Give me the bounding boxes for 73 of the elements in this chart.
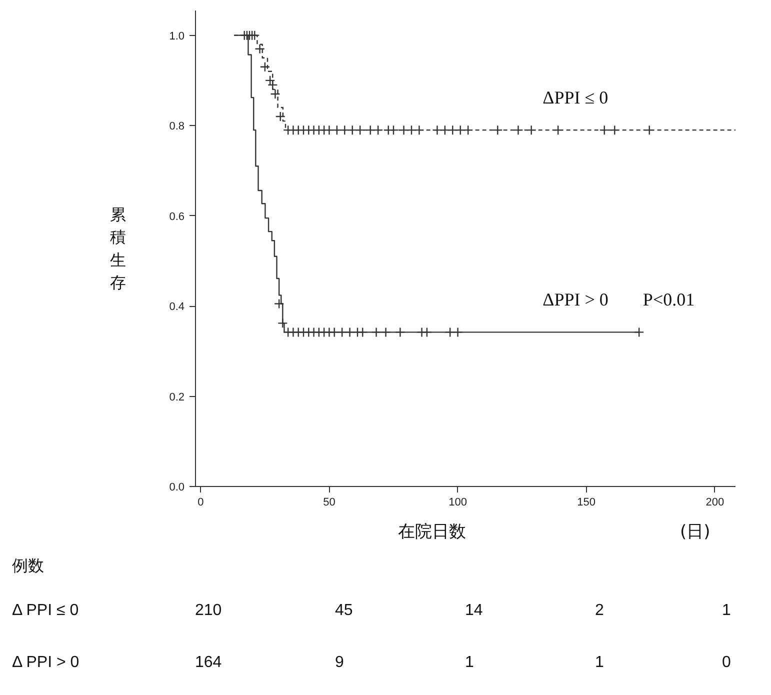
point: [599, 124, 610, 136]
y-tick-label: 0.4: [169, 301, 185, 314]
point: [274, 298, 284, 309]
point: [336, 327, 348, 338]
text: Δ PPI ≤ 0: [12, 601, 79, 621]
text: 210: [195, 601, 222, 621]
point: [264, 75, 276, 86]
x-tick-label: 50: [323, 496, 336, 508]
series-label: ΔPPI ≤ 0: [542, 88, 608, 108]
point: [388, 124, 399, 136]
text: 164: [195, 653, 222, 673]
x-tick-label: 200: [706, 496, 724, 508]
point: [644, 124, 654, 136]
point: [398, 124, 409, 136]
point: [462, 124, 474, 136]
point: [250, 30, 260, 40]
point: [414, 124, 424, 136]
point: [406, 124, 417, 136]
point: [552, 124, 564, 136]
point: [344, 327, 355, 338]
point: [452, 327, 463, 338]
point: [492, 124, 503, 136]
point: [371, 327, 382, 338]
point: [526, 124, 536, 136]
annotation: P<0.01: [642, 290, 695, 310]
point: [260, 62, 270, 72]
text: Δ PPI > 0: [12, 653, 80, 673]
point: [332, 124, 342, 136]
x-tick-label: 100: [448, 496, 467, 508]
point: [455, 124, 466, 136]
text: 14: [465, 601, 483, 621]
point: [340, 124, 350, 136]
text: 例数: [12, 555, 44, 577]
text: 1: [595, 653, 604, 673]
y-tick-label: 0.6: [169, 210, 185, 223]
series-label: ΔPPI > 0: [542, 290, 608, 310]
point: [270, 88, 280, 100]
point: [380, 327, 391, 338]
point: [448, 124, 458, 136]
point: [634, 327, 644, 338]
y-axis-title: 累積生存: [110, 204, 126, 292]
point: [432, 124, 442, 136]
point: [444, 327, 456, 338]
point: [372, 124, 384, 136]
y-tick-label: 0.8: [169, 120, 185, 133]
point: [347, 124, 358, 136]
point: [275, 111, 286, 122]
y-tick-label: 1.0: [169, 30, 185, 42]
point: [324, 124, 334, 136]
point: [610, 124, 620, 136]
point: [278, 318, 288, 328]
text: 1: [722, 601, 731, 621]
point: [395, 327, 406, 338]
point: [354, 124, 366, 136]
x-axis-title: 在院日数: [398, 521, 466, 544]
text: 45: [335, 601, 353, 621]
point: [440, 124, 450, 136]
point: [329, 327, 340, 338]
x-tick-label: 150: [577, 496, 596, 508]
x-tick-label: 0: [198, 496, 204, 508]
point: [513, 124, 524, 136]
y-tick-label: 0.0: [169, 482, 185, 494]
point: [365, 124, 376, 136]
point: [268, 80, 278, 90]
text: 1: [465, 653, 474, 673]
point: [254, 44, 265, 54]
text: 9: [335, 653, 344, 673]
point: [358, 327, 368, 338]
point: [422, 327, 432, 338]
text: (日): [680, 521, 710, 544]
text: 2: [595, 601, 604, 621]
y-tick-label: 0.2: [169, 391, 185, 404]
text: 0: [722, 653, 731, 673]
